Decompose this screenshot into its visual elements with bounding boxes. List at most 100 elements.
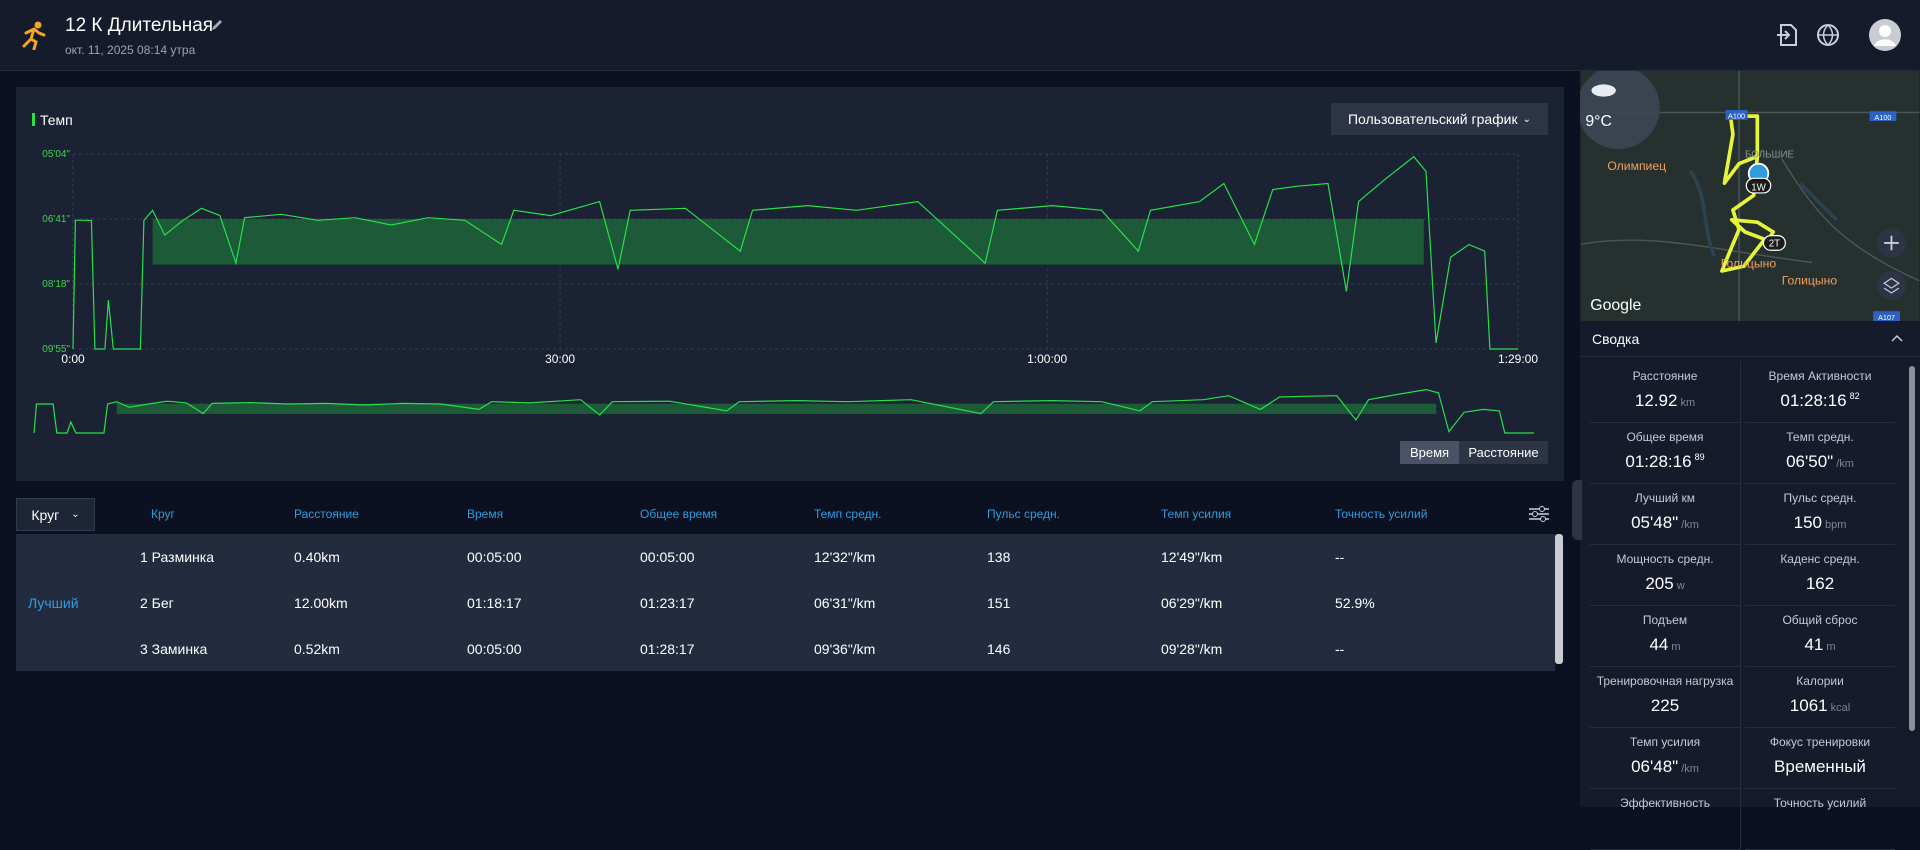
value-text: Временный — [1774, 757, 1866, 776]
summary-value: Временный — [1745, 757, 1895, 777]
column-header: Темп усилия — [1161, 507, 1232, 521]
summary-value: 1061 kcal — [1745, 696, 1895, 716]
summary-label: Калории — [1796, 674, 1844, 688]
summary-item: Подъем 44 m — [1590, 605, 1741, 667]
road-label: A100 — [1728, 112, 1745, 121]
activity-title: 12 К Длительная — [65, 15, 214, 36]
summary-item: Лучший км 05'48"/km — [1590, 483, 1741, 545]
lap-cell: 01:28:17 — [640, 641, 695, 657]
lap-cell: 1 Разминка — [140, 549, 214, 565]
summary-value: 12.92 km — [1590, 391, 1740, 411]
lap-cell: -- — [1335, 549, 1345, 565]
sidebar-toggle[interactable] — [1572, 480, 1582, 540]
summary-label: Точность усилий — [1773, 796, 1867, 810]
road-label: A100 — [1874, 113, 1891, 122]
summary-item: Точность усилий — [1745, 788, 1895, 850]
value-text: 06'48" — [1631, 757, 1679, 776]
lap-cell: 00:05:00 — [467, 549, 522, 565]
toggle-distance[interactable]: Расстояние — [1459, 441, 1548, 464]
summary-value: 01:28:16 89 — [1590, 452, 1740, 472]
column-header: Пульс средн. — [987, 507, 1060, 521]
lap-cell: 3 Заминка — [140, 641, 208, 657]
language-icon[interactable] — [1815, 22, 1841, 48]
summary-label: Темп средн. — [1786, 430, 1854, 444]
summary-value: 01:28:16 82 — [1745, 391, 1895, 411]
summary-title: Сводка — [1592, 331, 1640, 347]
lap-cell: 151 — [987, 595, 1011, 611]
lap-cell: 09'36"/km — [814, 641, 876, 657]
lap-cell: -- — [1335, 641, 1345, 657]
value-unit: /km — [1836, 458, 1854, 470]
edit-icon[interactable] — [210, 18, 224, 32]
value-sup: 89 — [1694, 452, 1705, 462]
column-settings[interactable] — [1528, 505, 1550, 523]
toggle-time[interactable]: Время — [1400, 441, 1459, 464]
button-text: Пользовательский график — [1347, 111, 1518, 127]
lap-cell: 0.52km — [294, 641, 340, 657]
lap-cell: 00:05:00 — [467, 641, 522, 657]
lap-cell: 06'31"/km — [814, 595, 876, 611]
dropdown-text: Круг — [31, 506, 60, 523]
export-icon[interactable] — [1776, 22, 1800, 48]
summary-item: Темп средн. 06'50"/km — [1745, 422, 1895, 484]
summary-item: Тренировочная нагрузка 225 — [1590, 666, 1741, 728]
custom-chart-button[interactable]: Пользовательский график ⌄ — [1331, 103, 1548, 135]
summary-grid: Расстояние 12.92 km Время Активности 01:28:1… — [1590, 361, 1900, 850]
summary-label: Общее время — [1626, 430, 1704, 444]
scrollbar[interactable] — [1555, 534, 1563, 664]
summary-label: Пульс средн. — [1783, 491, 1857, 505]
route-map[interactable]: 9°C Олимпиец Голицыно Голицыно БОЛЬШИЕ 1W 2T A1… — [1580, 71, 1920, 321]
laps-table: 1 Разминка 0.40km 00:05:00 00:05:00 12'32"/k… — [16, 534, 1555, 671]
summary-label: Лучший км — [1634, 491, 1696, 505]
road-label: A107 — [1878, 313, 1895, 321]
lap-cell: 0.40km — [294, 549, 340, 565]
summary-label: Эффективность — [1619, 796, 1711, 810]
lap-dropdown[interactable]: Круг ⌄ — [16, 498, 95, 531]
value-unit: km — [1680, 397, 1696, 409]
summary-value: 41 m — [1745, 635, 1895, 655]
summary-item: Время Активности 01:28:16 82 — [1745, 361, 1895, 423]
place-label: БОЛЬШИЕ — [1745, 150, 1795, 161]
value-text: 225 — [1650, 696, 1680, 715]
value-unit: /km — [1681, 763, 1699, 775]
column-header: Время — [467, 507, 504, 521]
place-label: Олимпиец — [1607, 159, 1666, 173]
place-label: Голицыно — [1782, 273, 1838, 287]
column-header: Общее время — [640, 507, 718, 521]
header: 12 К Длительная окт. 11, 2025 08:14 утра — [0, 0, 1920, 71]
summary-header[interactable]: Сводка — [1580, 322, 1920, 357]
lap-cell: 138 — [987, 549, 1011, 565]
scrollbar[interactable] — [1909, 366, 1915, 731]
sidebar: 9°C Олимпиец Голицыно Голицыно БОЛЬШИЕ 1W 2T A1… — [1580, 71, 1920, 850]
toggle-text: Время — [1409, 445, 1450, 460]
avatar[interactable] — [1868, 18, 1902, 52]
summary-value: 06'50"/km — [1745, 452, 1895, 472]
temperature: 9°C — [1585, 113, 1612, 130]
summary-item: Фокус тренировки Временный — [1745, 727, 1895, 789]
value-sup: 82 — [1849, 391, 1860, 401]
summary-item: Эффективность — [1590, 788, 1741, 850]
summary-label: Темп усилия — [1629, 735, 1701, 749]
value-text: 162 — [1805, 574, 1835, 593]
summary-label: Мощность средн. — [1616, 552, 1714, 566]
place-label: Голицыно — [1721, 256, 1777, 270]
lap-cell: 06'29"/km — [1161, 595, 1223, 611]
chart-panel: Темп Пользовательский график ⌄ Время Расс… — [16, 87, 1564, 481]
collapse-icon[interactable] — [1890, 333, 1904, 343]
column-header: Расстояние — [294, 507, 359, 521]
column-header: Точность усилий — [1335, 507, 1428, 521]
summary-label: Фокус тренировки — [1769, 735, 1871, 749]
summary-label: Расстояние — [1632, 369, 1698, 383]
route-marker: 2T — [1769, 239, 1780, 250]
activity-icon — [22, 21, 46, 50]
lap-cell: 12'49"/km — [1161, 549, 1223, 565]
summary-value: 44 m — [1590, 635, 1740, 655]
map-brand: Google — [1590, 297, 1641, 314]
summary-value: 150 bpm — [1745, 513, 1895, 533]
summary-value: 205 w — [1590, 574, 1740, 594]
summary-value: 06'48"/km — [1590, 757, 1740, 777]
summary-label: Каденс средн. — [1780, 552, 1860, 566]
lap-cell: 01:18:17 — [467, 595, 522, 611]
route-marker: 1W — [1751, 183, 1766, 194]
lap-cell: 12'32"/km — [814, 549, 876, 565]
